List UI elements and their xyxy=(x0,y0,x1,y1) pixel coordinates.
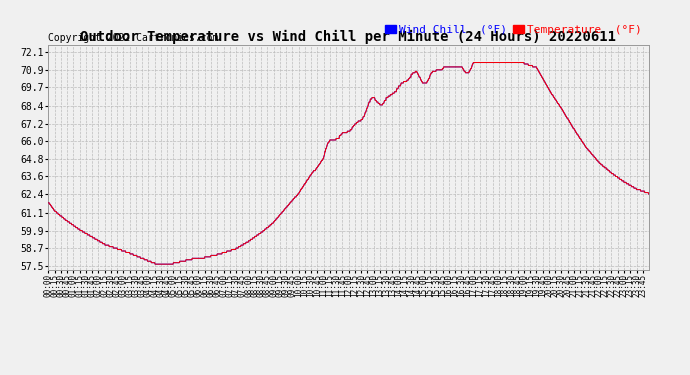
Legend: Wind Chill  (°F), Temperature  (°F): Wind Chill (°F), Temperature (°F) xyxy=(384,24,643,36)
Title: Outdoor Temperature vs Wind Chill per Minute (24 Hours) 20220611: Outdoor Temperature vs Wind Chill per Mi… xyxy=(81,30,616,44)
Text: Copyright 2022 Cartronics.com: Copyright 2022 Cartronics.com xyxy=(48,33,219,43)
